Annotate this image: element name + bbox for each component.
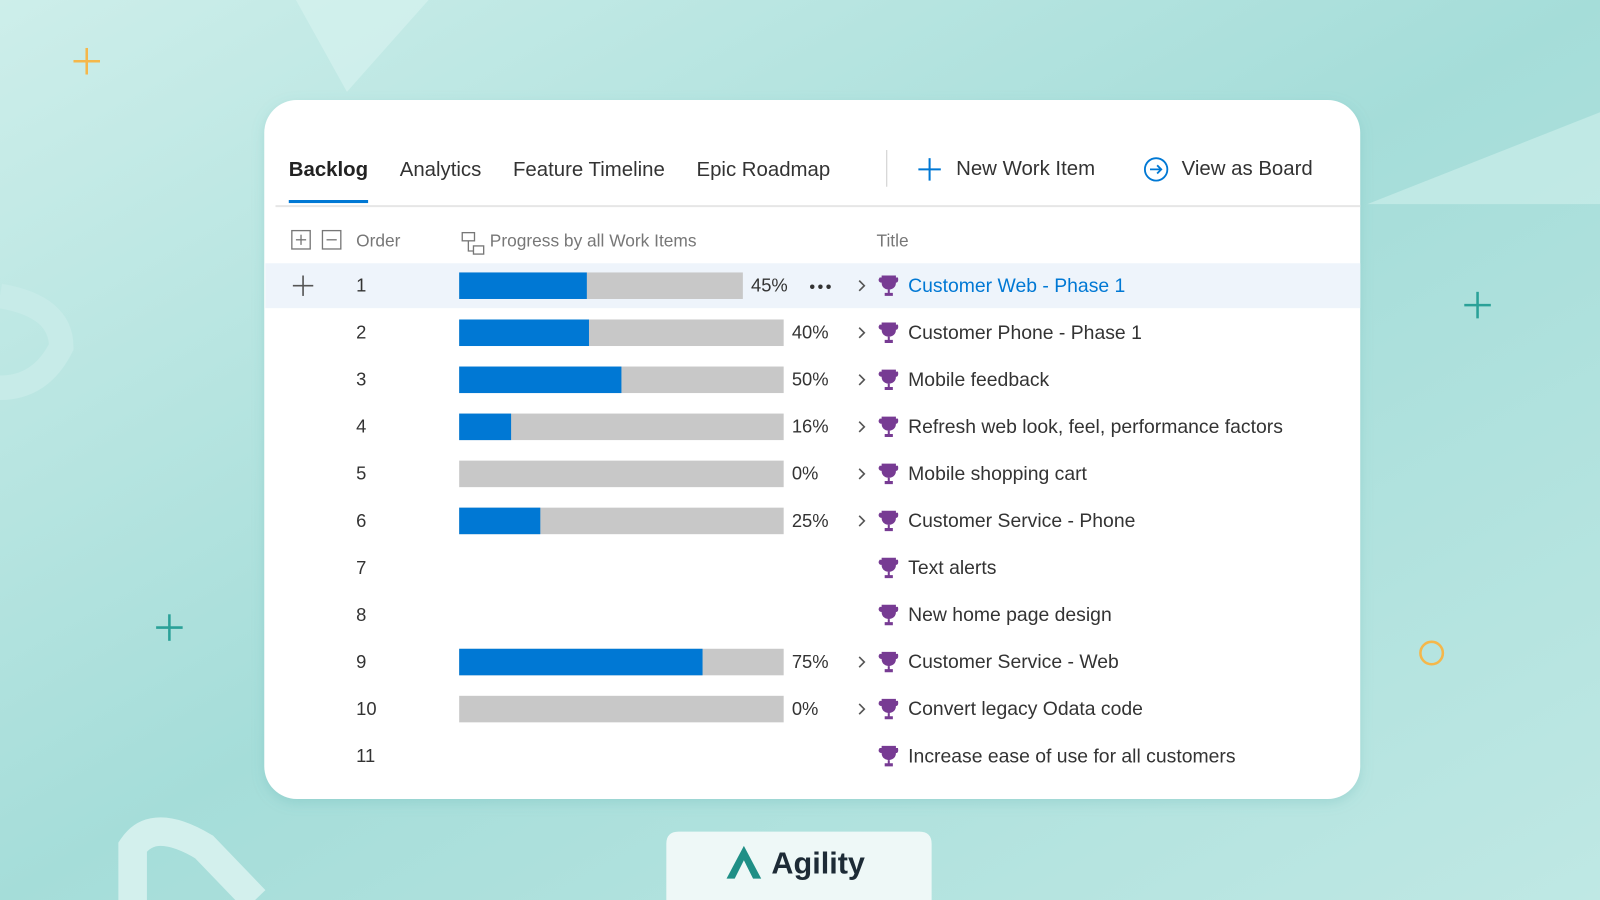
expand-chevron[interactable] bbox=[858, 280, 866, 292]
progress-track bbox=[459, 460, 784, 488]
trophy-icon bbox=[878, 698, 899, 720]
expand-chevron[interactable] bbox=[858, 656, 866, 668]
plus-icon bbox=[918, 158, 941, 181]
progress-label: 0% bbox=[792, 463, 819, 484]
expand-chevron[interactable] bbox=[858, 374, 866, 386]
trophy-icon bbox=[878, 463, 899, 485]
tab-underline bbox=[288, 200, 369, 204]
progress-track bbox=[459, 695, 784, 723]
order: 4 bbox=[356, 416, 366, 437]
column-header: Order bbox=[356, 230, 401, 250]
work-item-title[interactable]: Mobile shopping cart bbox=[908, 463, 1087, 485]
trophy-icon bbox=[878, 745, 899, 767]
progress-track bbox=[459, 413, 784, 441]
order: 9 bbox=[356, 651, 366, 672]
work-item-title[interactable]: Convert legacy Odata code bbox=[908, 698, 1143, 720]
work-item-title[interactable]: Customer Service - Phone bbox=[908, 510, 1135, 532]
order: 7 bbox=[356, 557, 366, 578]
brand-box bbox=[666, 831, 932, 900]
trophy-icon bbox=[878, 510, 899, 532]
trophy-icon bbox=[878, 275, 899, 296]
progress-bar bbox=[459, 319, 589, 347]
work-item-title[interactable]: Increase ease of use for all customers bbox=[908, 745, 1235, 767]
progress-label: 45% bbox=[751, 275, 788, 296]
new-work-item[interactable]: New Work Item bbox=[956, 158, 1095, 180]
work-item-title[interactable]: Customer Phone - Phase 1 bbox=[908, 322, 1142, 344]
progress-label: 0% bbox=[792, 698, 819, 719]
expand-chevron[interactable] bbox=[858, 421, 866, 433]
tab[interactable]: Backlog bbox=[289, 159, 368, 181]
progress-label: 16% bbox=[792, 416, 829, 437]
expand-chevron[interactable] bbox=[858, 327, 866, 339]
progress-label: 25% bbox=[792, 510, 829, 531]
column-header: Title bbox=[877, 230, 909, 250]
order: 5 bbox=[356, 463, 366, 484]
brand-logo bbox=[726, 845, 762, 879]
progress-label: 75% bbox=[792, 651, 829, 672]
expand-chevron[interactable] bbox=[858, 703, 866, 715]
order: 3 bbox=[356, 369, 366, 390]
tab[interactable]: Epic Roadmap bbox=[696, 159, 830, 181]
progress-bar bbox=[459, 507, 541, 535]
plus-decor bbox=[73, 47, 100, 75]
progress-bar bbox=[459, 366, 622, 394]
dot bbox=[818, 284, 823, 289]
order: 11 bbox=[356, 745, 375, 766]
work-item-title[interactable]: New home page design bbox=[908, 604, 1112, 626]
dot bbox=[826, 284, 831, 289]
decor bbox=[0, 283, 74, 400]
trophy-icon bbox=[878, 604, 899, 626]
plus-decor bbox=[156, 614, 183, 641]
tab[interactable]: Analytics bbox=[400, 159, 482, 181]
expand-chevron[interactable] bbox=[858, 468, 866, 480]
column-header: Progress by all Work Items bbox=[490, 230, 697, 250]
work-item-title[interactable]: Mobile feedback bbox=[908, 369, 1049, 391]
order: 1 bbox=[356, 275, 366, 296]
order: 2 bbox=[356, 322, 366, 343]
decor bbox=[118, 817, 266, 900]
decor bbox=[295, 0, 429, 92]
brand: Agility bbox=[771, 846, 865, 880]
view-as-board[interactable]: View as Board bbox=[1182, 158, 1313, 180]
dot bbox=[810, 284, 815, 289]
plus-decor bbox=[1464, 291, 1491, 319]
work-item-title[interactable]: Customer Web - Phase 1 bbox=[908, 275, 1125, 297]
order: 8 bbox=[356, 604, 366, 625]
progress-label: 50% bbox=[792, 369, 829, 390]
trophy-icon bbox=[878, 557, 899, 579]
trophy-icon bbox=[878, 322, 899, 343]
work-item-title[interactable]: Customer Service - Web bbox=[908, 651, 1119, 673]
progress-bar bbox=[459, 413, 512, 441]
trophy-icon bbox=[878, 651, 899, 673]
add-child[interactable] bbox=[292, 275, 314, 296]
order: 10 bbox=[356, 698, 376, 719]
progress-bar bbox=[459, 648, 703, 676]
more-menu[interactable] bbox=[810, 284, 831, 289]
tab[interactable]: Feature Timeline bbox=[513, 159, 665, 181]
work-item-title[interactable]: Refresh web look, feel, performance fact… bbox=[908, 416, 1283, 438]
expand-chevron[interactable] bbox=[858, 515, 866, 527]
order: 6 bbox=[356, 510, 366, 531]
progress-label: 40% bbox=[792, 322, 829, 343]
work-item-title[interactable]: Text alerts bbox=[908, 557, 996, 579]
trophy-icon bbox=[878, 369, 899, 390]
expand-collapse-icons[interactable] bbox=[291, 229, 342, 250]
progress-icon bbox=[461, 231, 485, 255]
trophy-icon bbox=[878, 416, 899, 438]
circle-decor bbox=[1419, 640, 1445, 666]
card bbox=[264, 100, 1361, 799]
board-icon bbox=[1143, 157, 1169, 182]
progress-bar bbox=[459, 272, 587, 299]
